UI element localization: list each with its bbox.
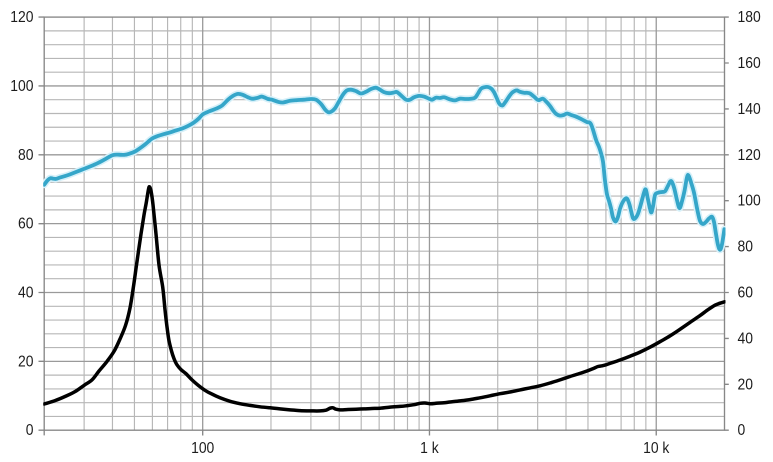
svg-text:180: 180 [737, 8, 760, 26]
svg-text:140: 140 [737, 100, 760, 118]
svg-text:80: 80 [18, 146, 33, 164]
svg-text:20: 20 [18, 352, 33, 370]
svg-text:0: 0 [737, 421, 745, 439]
svg-text:120: 120 [10, 8, 33, 26]
svg-text:0: 0 [26, 421, 34, 439]
svg-text:60: 60 [18, 215, 33, 233]
svg-text:100: 100 [191, 439, 214, 457]
svg-text:1 k: 1 k [420, 439, 439, 457]
svg-text:100: 100 [10, 77, 33, 95]
svg-text:100: 100 [737, 192, 760, 210]
svg-text:80: 80 [737, 238, 752, 256]
svg-text:160: 160 [737, 54, 760, 72]
svg-text:20: 20 [737, 375, 752, 393]
svg-text:120: 120 [737, 146, 760, 164]
svg-text:60: 60 [737, 284, 752, 302]
svg-text:40: 40 [737, 330, 752, 348]
svg-text:40: 40 [18, 284, 33, 302]
svg-text:10 k: 10 k [643, 439, 670, 457]
